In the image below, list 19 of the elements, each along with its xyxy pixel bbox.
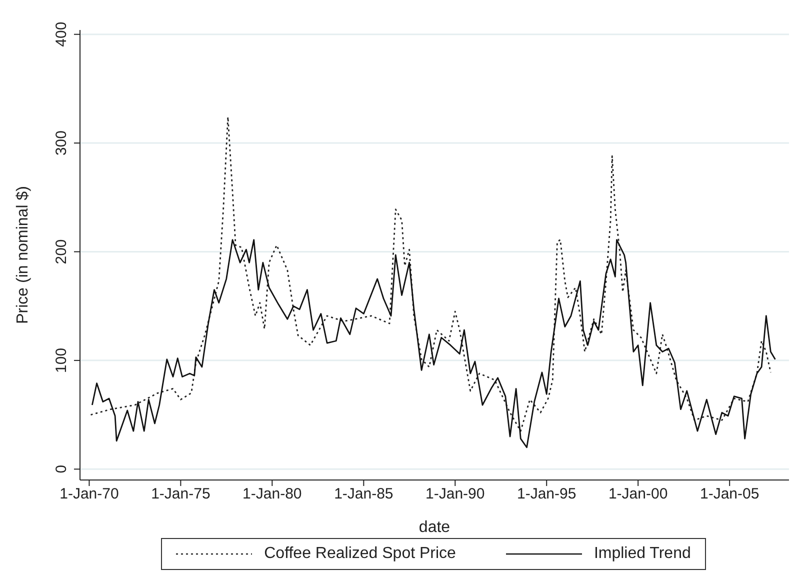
- y-tick-label: 200: [53, 239, 70, 264]
- x-tick-label: 1-Jan-80: [242, 486, 302, 503]
- y-axis-title: Price (in nominal $): [14, 186, 32, 324]
- x-tick-label: 1-Jan-85: [334, 486, 394, 503]
- x-tick-label: 1-Jan-00: [608, 486, 668, 503]
- x-tick-label: 1-Jan-95: [517, 486, 576, 503]
- x-tick-label: 1-Jan-70: [60, 486, 119, 503]
- x-tick-label: 1-Jan-90: [426, 486, 485, 503]
- y-tick-label: 400: [53, 22, 70, 47]
- x-tick-label: 1-Jan-75: [151, 486, 210, 503]
- legend-label: Implied Trend: [594, 545, 691, 563]
- line-series: [91, 239, 776, 448]
- y-tick-label: 300: [53, 130, 70, 156]
- y-tick-label: 0: [53, 464, 70, 474]
- y-tick-label: 100: [53, 348, 70, 373]
- line-series: [90, 116, 772, 432]
- x-tick-label: 1-Jan-05: [700, 486, 760, 503]
- legend-label: Coffee Realized Spot Price: [264, 545, 456, 563]
- x-axis-title: date: [418, 519, 450, 536]
